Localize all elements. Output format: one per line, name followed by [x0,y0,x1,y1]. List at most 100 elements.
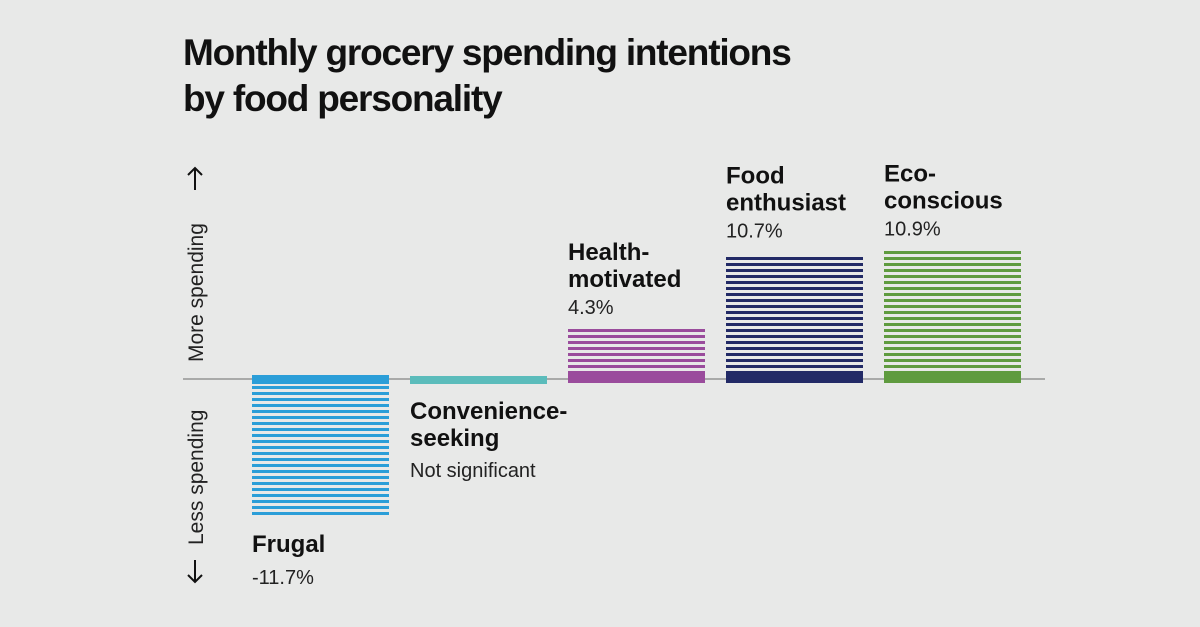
bar-value-label: Not significant [410,460,536,482]
bar-stripe [726,269,863,272]
bar-stripe [726,293,863,296]
bar-stripe [884,281,1021,284]
bar-stripe [252,512,389,515]
bar-value-label: 4.3% [568,297,614,319]
bar-base [726,374,863,383]
bar-stripe [884,329,1021,332]
bar-stripe [726,311,863,314]
bar-stripe [884,335,1021,338]
bar-stripe [252,452,389,455]
bar-category-label: Convenience- [410,398,567,425]
bar-category-label: motivated [568,266,681,293]
bar [568,329,705,383]
chart-title-line-1: Monthly grocery spending intentions [183,32,792,73]
bar-stripe [252,428,389,431]
bar-category-label: conscious [884,187,1003,214]
bar-stripe [726,329,863,332]
bar [252,375,389,515]
bar-stripe [884,365,1021,368]
bar-stripe [884,263,1021,266]
bar-stripe [726,365,863,368]
bar-stripe [252,476,389,479]
bar [726,257,863,383]
bar [884,251,1021,383]
bar-stripe [726,371,863,374]
bar-stripe [726,347,863,350]
bar-stripe [252,404,389,407]
bar-stripe [884,311,1021,314]
bar-category-label: Eco- [884,160,936,187]
bar-stripe [252,392,389,395]
bar-base [252,375,389,384]
bar-stripe [252,494,389,497]
bar-stripe [726,305,863,308]
bar-stripe [568,329,705,332]
bar-stripe [568,365,705,368]
bar-stripe [884,353,1021,356]
bar-category-label: Frugal [252,531,325,558]
bar-stripe [884,299,1021,302]
bar-stripe [726,323,863,326]
bar-stripe [252,422,389,425]
bar-value-label: -11.7% [252,567,314,589]
bar-category-label: Health- [568,239,649,266]
bar-category-label: Food [726,163,785,190]
bar-stripe [568,359,705,362]
y-axis-annotation: More spending Less spending [185,166,208,584]
bar [410,376,547,384]
bar-stripe [568,353,705,356]
bar-stripe [726,257,863,260]
bar-stripe [884,359,1021,362]
bar-stripe [884,347,1021,350]
bar-stripe [252,386,389,389]
bar-stripe [726,299,863,302]
bar-stripe [726,317,863,320]
bar-value-label: 10.9% [884,218,941,240]
axis-label-less-spending: Less spending [185,410,208,545]
bar-stripe [568,347,705,350]
bar-stripe [884,317,1021,320]
up-arrow-icon [187,166,203,190]
down-arrow-icon [187,560,203,584]
bar-base [410,376,547,384]
bar-stripe [726,335,863,338]
bars-group [252,251,1021,515]
bar-stripe [884,341,1021,344]
bar-stripe [252,500,389,503]
bar-stripe [884,305,1021,308]
bar-stripe [252,434,389,437]
bar-base [568,374,705,383]
bar-stripe [252,470,389,473]
bar-value-label: 10.7% [726,221,783,243]
bar-category-label: seeking [410,425,499,452]
bar-stripe [884,257,1021,260]
axis-label-more-spending: More spending [185,223,208,362]
bar-stripe [884,269,1021,272]
bar-stripe [726,353,863,356]
bar-stripe [726,359,863,362]
bar-stripe [884,287,1021,290]
bar-stripe [252,398,389,401]
bar-stripe [884,251,1021,254]
bar-stripe [726,281,863,284]
bar-stripe [726,263,863,266]
bar-stripe [884,371,1021,374]
bar-stripe [884,275,1021,278]
bar-stripe [726,287,863,290]
bar-stripe [252,410,389,413]
bar-stripe [568,371,705,374]
bar-stripe [726,275,863,278]
bar-stripe [252,482,389,485]
bar-stripe [568,341,705,344]
chart-title: Monthly grocery spending intentions by f… [183,30,792,122]
bar-stripe [252,416,389,419]
bar-stripe [252,488,389,491]
bar-category-label: enthusiast [726,190,846,217]
chart-title-line-2: by food personality [183,78,503,119]
bar-labels-group: Frugal -11.7% Convenience-seeking Not signi… [252,160,1003,589]
bar-stripe [726,341,863,344]
bar-stripe [252,464,389,467]
bar-stripe [252,506,389,509]
bar-stripe [884,323,1021,326]
